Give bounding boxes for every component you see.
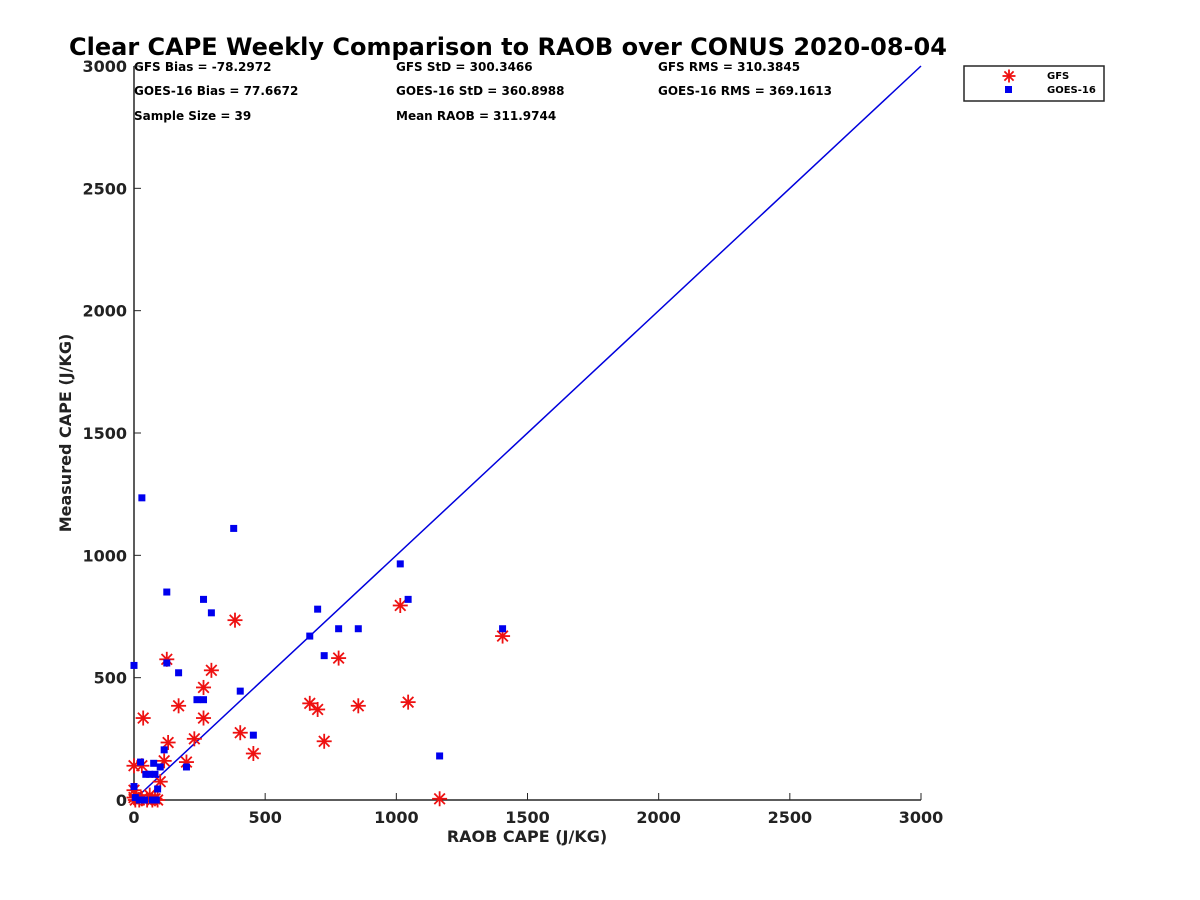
goes-point xyxy=(135,796,143,804)
y-tick-label: 500 xyxy=(94,669,127,688)
x-tick-label: 2000 xyxy=(636,808,681,827)
goes-point xyxy=(249,731,257,739)
x-tick-label: 500 xyxy=(248,808,281,827)
goes-point xyxy=(200,595,208,603)
stat-goes-bias: GOES-16 Bias = 77.6672 xyxy=(134,84,298,98)
gfs-point xyxy=(135,710,151,726)
y-tick-label: 3000 xyxy=(82,57,127,76)
gfs-point xyxy=(196,710,212,726)
goes-point xyxy=(200,696,208,704)
legend-gfs-label: GFS xyxy=(1047,71,1069,82)
goes-point xyxy=(146,770,154,778)
goes-point xyxy=(142,770,150,778)
gfs-point xyxy=(227,612,243,628)
legend-gfs-asterisk-icon xyxy=(1002,69,1016,83)
goes-point xyxy=(320,652,328,660)
chart-title: Clear CAPE Weekly Comparison to RAOB ove… xyxy=(69,33,947,61)
x-ticks: 0 500 1000 1500 2000 2500 3000 xyxy=(128,793,943,827)
goes-point xyxy=(151,770,159,778)
gfs-point xyxy=(232,725,248,741)
x-tick-label: 0 xyxy=(128,808,139,827)
gfs-point xyxy=(302,695,318,711)
goes-point xyxy=(207,609,215,617)
x-tick-label: 1500 xyxy=(505,808,550,827)
x-tick-label: 2500 xyxy=(768,808,813,827)
legend-goes-label: GOES-16 xyxy=(1047,85,1096,96)
goes-point xyxy=(230,524,238,532)
goes-point xyxy=(396,560,404,568)
gfs-point xyxy=(316,733,332,749)
goes-point xyxy=(236,687,244,695)
y-axis-label: Measured CAPE (J/KG) xyxy=(56,334,75,533)
legend-gfs-asterisk xyxy=(1002,69,1016,83)
one-to-one-line xyxy=(133,65,922,801)
goes-point xyxy=(354,625,362,633)
goes-point xyxy=(499,625,507,633)
goes-series xyxy=(130,494,507,804)
goes-point xyxy=(150,759,158,767)
gfs-point xyxy=(160,735,176,751)
goes-point xyxy=(314,605,322,613)
gfs-point xyxy=(432,791,448,807)
gfs-point xyxy=(310,701,326,717)
y-tick-label: 2500 xyxy=(82,179,127,198)
one-to-one-line-group xyxy=(133,65,922,801)
x-axis-label: RAOB CAPE (J/KG) xyxy=(447,827,607,846)
stats-panel: GFS Bias = -78.2972 GFS StD = 300.3466 G… xyxy=(134,60,832,123)
gfs-point xyxy=(196,679,212,695)
legend-box xyxy=(963,65,1105,102)
goes-point xyxy=(140,796,148,804)
stat-gfs-std: GFS StD = 300.3466 xyxy=(396,60,533,74)
goes-point xyxy=(436,752,444,760)
y-tick-label: 0 xyxy=(116,791,127,810)
y-ticks: 0 500 1000 1500 2000 2500 3000 xyxy=(82,57,141,810)
goes-point xyxy=(130,783,138,791)
stat-mean-raob: Mean RAOB = 311.9744 xyxy=(396,109,556,123)
goes-point xyxy=(137,758,145,766)
gfs-point xyxy=(203,662,219,678)
y-tick-label: 2000 xyxy=(82,302,127,321)
stat-gfs-rms: GFS RMS = 310.3845 xyxy=(658,60,800,74)
goes-point xyxy=(152,796,160,804)
goes-point xyxy=(148,796,156,804)
y-tick-label: 1000 xyxy=(82,546,127,565)
gfs-point xyxy=(350,698,366,714)
goes-point xyxy=(193,696,201,704)
goes-point xyxy=(130,661,138,669)
legend-goes-square-icon xyxy=(1005,86,1012,93)
gfs-point xyxy=(245,746,261,762)
goes-point xyxy=(163,588,171,596)
x-tick-label: 3000 xyxy=(899,808,944,827)
legend: GFS GOES-16 xyxy=(963,65,1105,102)
goes-point xyxy=(306,632,314,640)
goes-point xyxy=(182,763,190,771)
goes-point xyxy=(335,625,343,633)
goes-point xyxy=(160,746,168,754)
gfs-point xyxy=(186,731,202,747)
x-tick-label: 1000 xyxy=(374,808,419,827)
gfs-point xyxy=(171,698,187,714)
goes-point xyxy=(131,794,139,802)
y-tick-label: 1500 xyxy=(82,424,127,443)
goes-point xyxy=(404,595,412,603)
gfs-series xyxy=(126,597,511,808)
stat-goes-std: GOES-16 StD = 360.8988 xyxy=(396,84,565,98)
goes-point xyxy=(154,785,162,793)
goes-point xyxy=(156,763,164,771)
goes-point xyxy=(138,494,146,502)
gfs-point xyxy=(392,597,408,613)
stat-sample-size: Sample Size = 39 xyxy=(134,109,251,123)
goes-point xyxy=(175,669,183,677)
gfs-point xyxy=(400,694,416,710)
goes-point xyxy=(163,659,171,667)
stat-goes-rms: GOES-16 RMS = 369.1613 xyxy=(658,84,832,98)
gfs-point xyxy=(331,650,347,666)
stat-gfs-bias: GFS Bias = -78.2972 xyxy=(134,60,271,74)
